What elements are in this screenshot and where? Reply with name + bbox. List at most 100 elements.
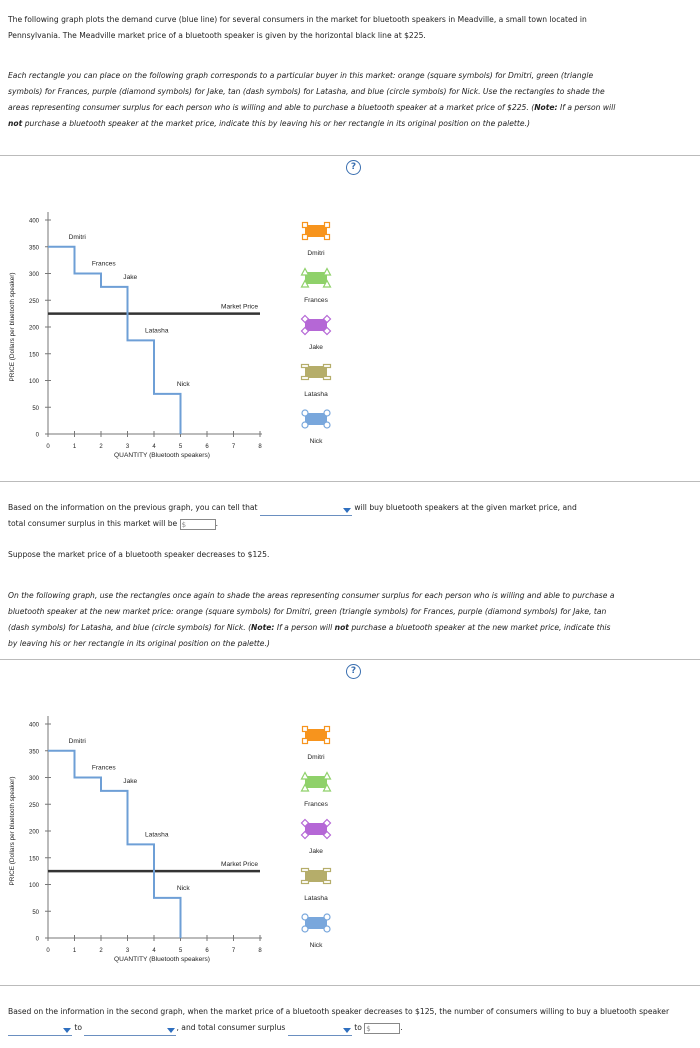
- intro-text: The following graph plots the demand cur…: [8, 15, 587, 40]
- chevron-down-icon: [342, 1028, 351, 1033]
- circle-handle-icon[interactable]: [301, 421, 309, 429]
- square-handle-icon[interactable]: [301, 233, 309, 241]
- dash-handle-icon[interactable]: [322, 375, 332, 381]
- circle-handle-icon[interactable]: [301, 913, 309, 921]
- triangle-handle-icon[interactable]: [322, 267, 332, 276]
- help-button-1[interactable]: ?: [346, 160, 361, 175]
- palette-rect-frances[interactable]: [300, 771, 332, 792]
- surplus-input-1[interactable]: $: [179, 518, 216, 530]
- palette-rect-dmitri[interactable]: [301, 221, 331, 241]
- consumers-dropdown-1[interactable]: [259, 505, 352, 516]
- note-label: Note:: [534, 103, 558, 112]
- triangle-handle-icon[interactable]: [322, 279, 332, 288]
- palette-swatch[interactable]: [305, 225, 327, 237]
- demand-step-label: Jake: [123, 274, 137, 281]
- square-handle-icon[interactable]: [301, 725, 309, 733]
- dash-handle-icon[interactable]: [322, 879, 332, 885]
- palette-label: Dmitri: [307, 754, 325, 761]
- dash-handle-icon[interactable]: [300, 879, 310, 885]
- triangle-handle-icon[interactable]: [300, 771, 310, 780]
- square-handle-icon[interactable]: [323, 233, 331, 241]
- diamond-handle-icon[interactable]: [322, 314, 332, 324]
- palette-swatch[interactable]: [305, 917, 327, 929]
- palette-label: Jake: [309, 344, 323, 351]
- chevron-down-icon: [63, 1028, 71, 1033]
- palette-rect-nick[interactable]: [301, 913, 331, 933]
- suppose-text: Suppose the market price of a bluetooth …: [8, 550, 270, 559]
- palette-swatch[interactable]: [305, 870, 327, 882]
- dash-handle-icon[interactable]: [300, 363, 310, 369]
- square-handle-icon[interactable]: [323, 221, 331, 229]
- x-tick-label: 1: [73, 444, 77, 450]
- diamond-handle-icon[interactable]: [300, 326, 310, 336]
- circle-handle-icon[interactable]: [323, 925, 331, 933]
- circle-handle-icon[interactable]: [301, 925, 309, 933]
- consumers-before-dropdown[interactable]: [8, 1025, 72, 1036]
- y-tick-label: 200: [29, 830, 40, 836]
- palette-swatch[interactable]: [305, 366, 327, 378]
- square-handle-icon[interactable]: [323, 737, 331, 745]
- palette-rect-frances[interactable]: [300, 267, 332, 288]
- palette-rect-jake[interactable]: [300, 818, 332, 840]
- consumers-after-dropdown[interactable]: [84, 1025, 177, 1036]
- y-tick-label: 50: [32, 406, 39, 412]
- circle-handle-icon[interactable]: [323, 913, 331, 921]
- palette-rect-dmitri[interactable]: [301, 725, 331, 745]
- x-tick-label: 3: [126, 948, 130, 954]
- palette-rect-nick[interactable]: [301, 409, 331, 429]
- palette-rect-jake[interactable]: [300, 314, 332, 336]
- help-button-2[interactable]: ?: [346, 664, 361, 679]
- circle-handle-icon[interactable]: [301, 409, 309, 417]
- diamond-handle-icon[interactable]: [300, 314, 310, 324]
- palette-rect-latasha[interactable]: [300, 363, 332, 381]
- y-tick-label: 100: [29, 883, 40, 889]
- x-tick-label: 4: [152, 948, 156, 954]
- graph-2-panel: ? 0 50 100 150 200 250 300 350 400 0 1 2 3 4 5 6 7 8 QUANT…: [0, 659, 700, 986]
- diamond-handle-icon[interactable]: [300, 818, 310, 828]
- diamond-handle-icon[interactable]: [322, 830, 332, 840]
- palette-label: Nick: [310, 438, 324, 445]
- triangle-handle-icon[interactable]: [300, 267, 310, 276]
- y-tick-label: 0: [36, 937, 40, 943]
- palette-swatch[interactable]: [305, 319, 327, 331]
- demand-step-label: Latasha: [145, 831, 169, 838]
- circle-handle-icon[interactable]: [323, 409, 331, 417]
- dash-handle-icon[interactable]: [322, 867, 332, 873]
- dash-handle-icon[interactable]: [322, 363, 332, 369]
- triangle-handle-icon[interactable]: [322, 771, 332, 780]
- dash-handle-icon[interactable]: [300, 867, 310, 873]
- palette-swatch[interactable]: [305, 413, 327, 425]
- x-tick-label: 5: [179, 444, 183, 450]
- square-handle-icon[interactable]: [301, 221, 309, 229]
- palette-swatch[interactable]: [305, 272, 327, 284]
- x-axis-label: QUANTITY (Bluetooth speakers): [114, 956, 210, 963]
- palette-label: Frances: [304, 297, 329, 304]
- y-tick-label: 150: [29, 352, 40, 358]
- y-tick-label: 350: [29, 749, 40, 755]
- square-handle-icon[interactable]: [301, 737, 309, 745]
- demand-step-label: Jake: [123, 778, 137, 785]
- surplus-direction-dropdown[interactable]: [287, 1025, 352, 1036]
- diamond-handle-icon[interactable]: [300, 830, 310, 840]
- demand-step-label: Dmitri: [69, 234, 87, 241]
- diamond-handle-icon[interactable]: [322, 818, 332, 828]
- triangle-handle-icon[interactable]: [300, 279, 310, 288]
- demand-step-label: Nick: [177, 381, 191, 388]
- surplus-input-2[interactable]: $: [364, 1022, 401, 1034]
- diamond-handle-icon[interactable]: [322, 326, 332, 336]
- palette-swatch[interactable]: [305, 776, 327, 788]
- dash-handle-icon[interactable]: [300, 375, 310, 381]
- x-axis-label: QUANTITY (Bluetooth speakers): [114, 452, 210, 459]
- x-tick-label: 8: [258, 444, 262, 450]
- palette-label: Frances: [304, 801, 329, 808]
- x-tick-label: 0: [46, 444, 50, 450]
- triangle-handle-icon[interactable]: [300, 783, 310, 792]
- x-tick-label: 3: [126, 444, 130, 450]
- palette-rect-latasha[interactable]: [300, 867, 332, 885]
- palette-swatch[interactable]: [305, 823, 327, 835]
- triangle-handle-icon[interactable]: [322, 783, 332, 792]
- square-handle-icon[interactable]: [323, 725, 331, 733]
- palette-swatch[interactable]: [305, 729, 327, 741]
- instructions-1: Each rectangle you can place on the foll…: [8, 71, 616, 128]
- circle-handle-icon[interactable]: [323, 421, 331, 429]
